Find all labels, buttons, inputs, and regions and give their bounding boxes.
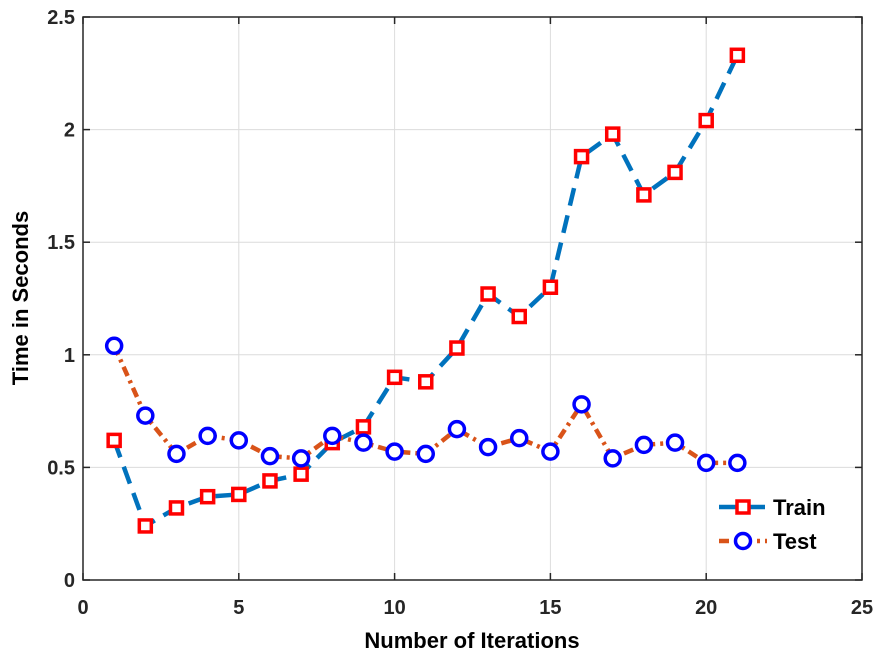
y-tick-label: 0 <box>64 570 75 592</box>
y-tick-label: 2 <box>64 120 75 142</box>
y-tick-label: 1 <box>64 345 75 367</box>
data-point-test <box>229 431 249 450</box>
data-point-test <box>509 428 529 448</box>
x-tick-label: 5 <box>233 597 244 619</box>
data-point-test <box>416 444 436 464</box>
data-point-train <box>106 432 122 449</box>
data-point-test <box>323 426 342 446</box>
data-point-test <box>447 419 467 439</box>
data-point-train <box>293 466 309 482</box>
plot-series <box>104 47 747 534</box>
data-point-test <box>603 449 622 468</box>
data-point-test <box>728 453 747 473</box>
legend-item-train: Train <box>719 495 826 520</box>
y-tick-label: 2.5 <box>47 7 75 29</box>
legend: Train Test <box>712 488 840 562</box>
data-point-train <box>137 518 154 534</box>
x-tick-label: 25 <box>851 597 873 619</box>
data-point-train <box>573 148 590 165</box>
y-tick-label: 1.5 <box>47 232 75 254</box>
legend-label: Test <box>773 529 817 554</box>
data-point-test <box>572 395 591 414</box>
x-tick-label: 0 <box>77 597 88 619</box>
y-axis-label: Time in Seconds <box>8 211 33 385</box>
data-point-test <box>260 446 280 466</box>
data-point-train <box>262 473 278 489</box>
data-point-train <box>729 47 746 64</box>
data-point-test <box>478 437 498 457</box>
data-point-train <box>449 340 465 356</box>
data-point-train <box>636 187 652 203</box>
data-point-train <box>604 126 621 142</box>
data-point-test <box>665 433 685 452</box>
data-point-test <box>385 442 404 461</box>
data-point-train <box>418 374 434 390</box>
plot-frame <box>82 16 863 581</box>
y-tick-label: 0.5 <box>47 457 75 479</box>
legend-marker-swatch <box>733 531 753 551</box>
series-train <box>106 47 746 534</box>
data-point-test <box>104 336 124 356</box>
data-point-test <box>354 433 373 452</box>
data-point-train <box>199 488 216 505</box>
data-point-test <box>541 442 560 461</box>
data-point-train <box>480 286 496 302</box>
legend-item-test: Test <box>719 529 817 554</box>
data-point-train <box>667 164 683 181</box>
data-point-test <box>634 435 654 455</box>
x-axis-label: Number of Iterations <box>364 628 579 653</box>
data-point-test <box>198 426 217 446</box>
data-point-test <box>136 406 155 425</box>
series-test <box>104 336 747 473</box>
data-point-train <box>355 419 372 435</box>
legend-box <box>712 488 840 562</box>
legend-label: Train <box>773 495 826 520</box>
data-point-test <box>167 444 186 464</box>
tick-labels: 0 5 10 15 20 25 0 0.5 1 1.5 2 2.5 <box>47 7 873 619</box>
x-tick-label: 15 <box>539 597 561 619</box>
data-point-train <box>698 112 714 129</box>
x-tick-label: 20 <box>695 597 717 619</box>
legend-marker-swatch <box>735 499 751 515</box>
data-point-train <box>386 369 403 386</box>
x-tick-label: 10 <box>383 597 405 619</box>
data-point-test <box>696 453 716 473</box>
data-point-train <box>168 500 185 516</box>
data-point-test <box>291 449 311 468</box>
data-point-train <box>511 308 527 325</box>
data-point-train <box>231 486 247 503</box>
data-point-train <box>542 279 559 295</box>
axes-frame <box>82 16 863 581</box>
